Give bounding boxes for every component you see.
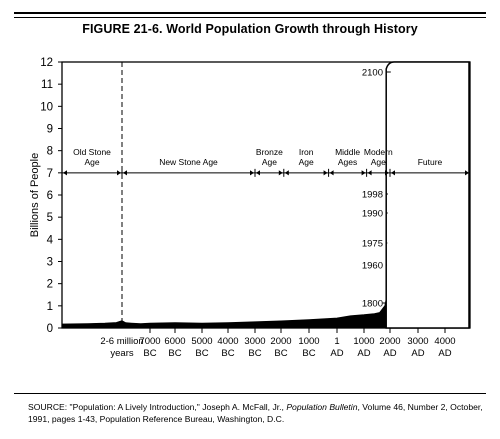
era-arrow-right [385, 170, 389, 176]
x-tick-label-unit: BC [248, 348, 261, 359]
year-annotation-label: 1990 [362, 209, 383, 220]
y-tick-label: 8 [47, 146, 53, 158]
x-tick-label: 6000 [164, 336, 185, 347]
x-tick-label: 2-6 million [100, 336, 143, 347]
x-tick-label: 1000 [353, 336, 374, 347]
era-arrow-right [361, 170, 366, 176]
year-annotation-label: 1800 [362, 299, 383, 310]
era-label: Future [418, 157, 443, 167]
top-rule-thin [14, 17, 486, 18]
year-annotation-label: 1975 [362, 239, 383, 250]
x-tick-label-unit: BC [221, 348, 234, 359]
bottom-rule [14, 393, 486, 394]
y-tick-label: 1 [47, 301, 53, 313]
era-label-line2: Age [299, 157, 314, 167]
x-tick-label-unit: BC [143, 348, 156, 359]
era-arrow-left [123, 170, 127, 176]
era-label: Old Stone [73, 147, 111, 157]
era-label: Bronze [256, 147, 283, 157]
x-tick-label: 4000 [434, 336, 455, 347]
figure-title: FIGURE 21-6. World Population Growth thr… [82, 22, 418, 36]
x-tick-label-unit: AD [357, 348, 370, 359]
y-tick-label: 3 [47, 257, 53, 269]
source-note: SOURCE: "Population: A Lively Introducti… [28, 401, 488, 425]
y-tick-label: 7 [47, 168, 53, 180]
era-arrow-right [250, 170, 254, 176]
top-rule-thick [14, 12, 486, 14]
y-tick-label: 2 [47, 279, 53, 291]
era-arrow-left [391, 170, 395, 176]
era-arrow-right [117, 170, 121, 176]
era-arrow-left [256, 170, 260, 176]
era-label-line2: Ages [338, 157, 357, 167]
era-label-line2: Age [84, 157, 99, 167]
x-tick-label-unit: AD [411, 348, 424, 359]
x-tick-label-unit: AD [438, 348, 451, 359]
era-label-line2: Age [371, 157, 386, 167]
x-tick-label: 5000 [191, 336, 212, 347]
y-tick-label: 0 [47, 323, 53, 335]
x-tick-label: 2000 [270, 336, 291, 347]
x-tick-label: 2000 [379, 336, 400, 347]
future-region [385, 61, 470, 329]
y-tick-label: 9 [47, 124, 53, 136]
y-tick-label: 4 [47, 234, 54, 246]
era-label: Modern [364, 147, 393, 157]
x-tick-label: 1000 [298, 336, 319, 347]
y-tick-label: 10 [40, 101, 53, 113]
y-tick-label: 11 [41, 79, 53, 91]
era-arrow-left [63, 170, 67, 176]
era-arrow-right [465, 170, 469, 176]
y-tick-label: 12 [40, 57, 53, 69]
source-publication: Population Bulletin [286, 402, 358, 412]
era-arrow-left [329, 170, 334, 176]
era-label-line2: Age [262, 157, 277, 167]
year-annotation-label: 1998 [362, 190, 383, 201]
source-suffix: , Volume 46, Number 2, October, 1991, pa… [28, 402, 483, 424]
x-tick-label-unit: BC [274, 348, 287, 359]
x-tick-label-unit: BC [302, 348, 315, 359]
x-tick-label: 1 [334, 336, 339, 347]
y-tick-label: 5 [47, 212, 53, 224]
x-tick-label-unit: BC [168, 348, 181, 359]
source-prefix: SOURCE: "Population: A Lively Introducti… [28, 402, 287, 412]
era-label: Middle [335, 147, 360, 157]
x-tick-label: 3000 [244, 336, 265, 347]
era-label: New Stone Age [159, 157, 218, 167]
era-label: Iron [299, 147, 314, 157]
x-tick-label-unit: AD [330, 348, 343, 359]
era-arrow-left [284, 170, 289, 176]
x-tick-label-unit: BC [195, 348, 208, 359]
x-tick-label: 7000 [139, 336, 160, 347]
y-tick-label: 6 [47, 190, 53, 202]
year-annotation-label: 1960 [362, 261, 383, 272]
x-tick-label-unit: years [110, 348, 133, 359]
y-axis-label: Billions of People [29, 153, 41, 237]
x-tick-label: 4000 [217, 336, 238, 347]
era-arrow-left [367, 170, 372, 176]
era-arrow-right [323, 170, 328, 176]
year-annotation-label: 2100 [362, 68, 383, 79]
x-tick-label-unit: AD [383, 348, 396, 359]
era-arrow-right [278, 170, 283, 176]
x-tick-label: 3000 [407, 336, 428, 347]
